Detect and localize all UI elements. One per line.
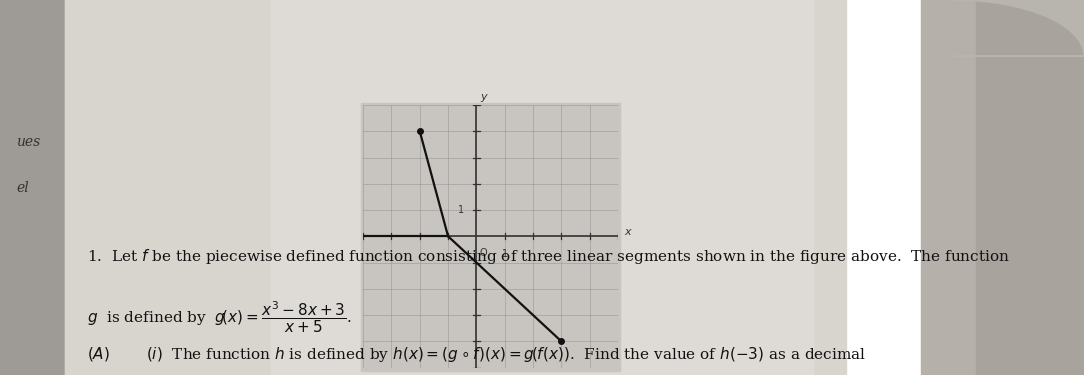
Text: y: y: [480, 92, 487, 102]
Text: $(A)$: $(A)$: [87, 345, 109, 363]
Bar: [65, 0, 369, 375]
Bar: [976, 0, 1084, 375]
Bar: [361, 103, 620, 371]
Polygon shape: [954, 0, 1084, 56]
Text: 1: 1: [457, 205, 464, 215]
Text: 1.  Let $f$ be the piecewise defined function consisting of three linear segment: 1. Let $f$ be the piecewise defined func…: [87, 248, 1009, 267]
Text: 1: 1: [502, 249, 507, 259]
Bar: [271, 0, 813, 375]
Bar: [65, 0, 846, 375]
Text: $g$  is defined by  $g\!\left(x\right)=\dfrac{x^3-8x+3}{x+5}$.: $g$ is defined by $g\!\left(x\right)=\df…: [87, 300, 351, 336]
Bar: [921, 0, 1084, 375]
Text: ues: ues: [16, 135, 40, 150]
Text: el: el: [16, 180, 29, 195]
Bar: [0, 0, 65, 375]
Text: $(i)$  The function $h$ is defined by $h(x)=(g\circ f)(x)=g\!\left(f(x)\right)$.: $(i)$ The function $h$ is defined by $h(…: [146, 345, 866, 364]
Text: O: O: [479, 248, 487, 258]
Text: x: x: [624, 227, 631, 237]
